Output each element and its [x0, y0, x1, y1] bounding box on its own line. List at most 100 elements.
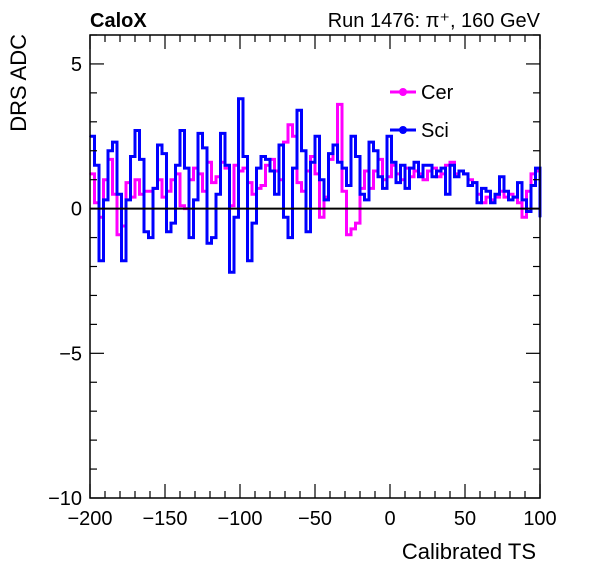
point-sci [147, 236, 150, 239]
point-sci [260, 155, 262, 158]
point-sci [368, 141, 370, 143]
point-sci [525, 210, 528, 213]
legend-swatch-marker [399, 126, 407, 134]
point-sci [296, 109, 298, 111]
point-cer [93, 202, 96, 204]
point-sci [219, 132, 222, 135]
plot-frame [89, 34, 541, 499]
point-cer [242, 167, 244, 169]
point-cer [314, 173, 316, 175]
axes-layer: −200 −150 −100 −50 0 50 100−10−505 [48, 34, 557, 530]
point-sci [498, 176, 501, 178]
point-cer [444, 164, 447, 166]
point-cer [179, 204, 181, 207]
point-sci [417, 176, 420, 178]
point-cer [287, 123, 289, 126]
point-sci [179, 129, 181, 132]
point-sci [116, 193, 118, 195]
point-sci [323, 199, 325, 201]
point-sci [237, 97, 240, 100]
point-sci [408, 167, 411, 169]
point-sci [341, 167, 343, 169]
legend-entry-cer: Cer [390, 82, 454, 104]
y-tick-label: −5 [59, 343, 82, 365]
point-cer [422, 178, 424, 181]
point-sci [291, 167, 294, 169]
point-sci [354, 155, 357, 158]
point-cer [530, 173, 532, 175]
point-sci [269, 170, 271, 172]
point-sci [521, 199, 523, 201]
point-sci [476, 202, 478, 204]
point-sci [471, 181, 474, 184]
point-sci [467, 184, 469, 187]
point-cer [264, 164, 267, 166]
point-cer [233, 164, 235, 166]
y-tick-label: 0 [71, 199, 82, 221]
point-sci [129, 155, 132, 158]
point-cer [300, 190, 303, 193]
point-cer [350, 228, 352, 230]
point-sci [206, 242, 208, 245]
point-sci [309, 161, 312, 164]
point-sci [152, 187, 154, 190]
point-sci [111, 141, 114, 143]
point-sci [386, 135, 388, 138]
x-tick-label: −150 [142, 508, 187, 530]
point-sci [404, 187, 406, 190]
point-sci [377, 176, 379, 178]
point-sci [125, 199, 127, 201]
point-sci [440, 167, 442, 169]
point-cer [354, 222, 357, 224]
point-cer [390, 164, 393, 166]
x-tick-label: −200 [67, 508, 112, 530]
experiment-label: CaloX [90, 10, 147, 32]
point-cer [372, 170, 375, 172]
point-sci [426, 164, 429, 166]
point-sci [372, 150, 375, 152]
point-sci [138, 158, 141, 161]
point-sci [534, 167, 537, 169]
legend-label: Cer [421, 82, 454, 104]
point-sci [489, 202, 492, 204]
point-sci [197, 132, 199, 135]
point-cer [485, 196, 487, 198]
point-cer [318, 216, 321, 219]
point-cer [111, 193, 114, 195]
run-info-label: Run 1476: π⁺, 160 GeV [328, 10, 541, 32]
point-sci [201, 147, 204, 149]
point-cer [161, 196, 163, 198]
legend-swatch-marker [399, 88, 407, 96]
point-cer [116, 233, 118, 236]
point-sci [273, 193, 276, 195]
point-cer [503, 196, 505, 198]
point-cer [296, 181, 298, 184]
point-cer [134, 178, 136, 181]
point-sci [332, 144, 334, 146]
point-sci [413, 161, 415, 164]
point-sci [399, 164, 402, 166]
point-sci [363, 199, 366, 201]
point-cer [215, 176, 217, 178]
x-tick-label: −50 [298, 508, 332, 530]
point-sci [314, 135, 316, 138]
point-sci [381, 187, 384, 190]
point-sci [233, 216, 235, 219]
x-tick-label: −100 [217, 508, 262, 530]
point-sci [210, 236, 213, 239]
point-sci [300, 150, 303, 152]
point-cer [147, 190, 150, 193]
point-sci [345, 184, 348, 187]
point-cer [282, 141, 285, 143]
point-sci [485, 190, 487, 193]
point-sci [120, 259, 123, 262]
point-cer [291, 135, 294, 138]
point-sci [350, 135, 352, 138]
point-sci [431, 176, 433, 178]
point-sci [215, 193, 217, 195]
point-sci [395, 181, 397, 184]
point-cer [138, 193, 141, 195]
point-sci [512, 196, 514, 198]
point-sci [449, 164, 451, 166]
legend-label: Sci [421, 120, 449, 142]
